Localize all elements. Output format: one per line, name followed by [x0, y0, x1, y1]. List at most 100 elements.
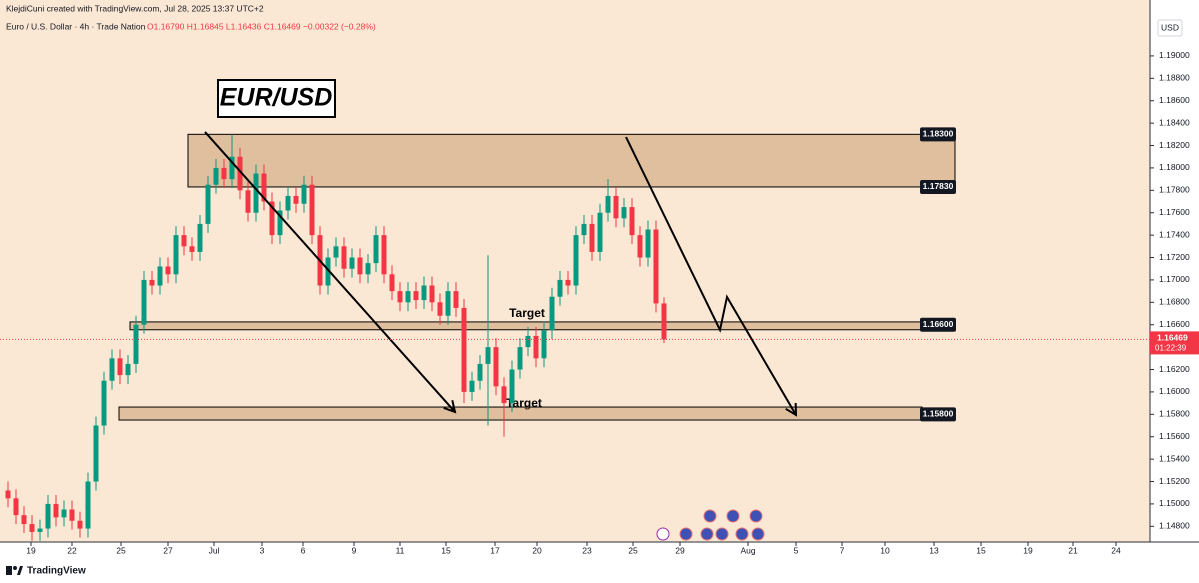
legend-ohlc: O1.16790 H1.16845 L1.16436 C1.16469 −0.0…: [147, 21, 376, 31]
candle-body: [365, 263, 371, 275]
candle-body: [213, 167, 219, 185]
candle-body: [453, 291, 459, 308]
candle-body: [645, 229, 651, 258]
y-tick-label: 1.18600: [1159, 95, 1190, 105]
zone-label: 1.16600: [923, 319, 954, 329]
candle-body: [181, 235, 187, 247]
candle-body: [509, 369, 515, 404]
x-tick-label: 17: [490, 545, 500, 555]
candle-body: [269, 201, 275, 236]
y-tick-label: 1.17000: [1159, 274, 1190, 284]
candle-body: [69, 509, 75, 521]
candle-body: [637, 235, 643, 258]
currency[interactable]: USD: [1161, 22, 1179, 32]
chart-title: EUR/USD: [220, 84, 333, 112]
y-tick-label: 1.18400: [1159, 117, 1190, 127]
candle-body: [301, 184, 307, 204]
y-tick-label: 1.16800: [1159, 297, 1190, 307]
candle-body: [53, 503, 59, 518]
trend-arrow: [625, 136, 797, 416]
candle-body: [341, 246, 347, 269]
x-tick-label: 6: [301, 545, 306, 555]
candle-body: [157, 266, 163, 286]
candle-body: [469, 380, 475, 392]
y-tick-label: 1.18200: [1159, 140, 1190, 150]
candle-body: [429, 285, 435, 303]
y-tick-label: 1.15600: [1159, 431, 1190, 441]
candle-body: [93, 425, 99, 482]
last-price-box: [1150, 331, 1199, 355]
y-tick-label: 1.15200: [1159, 476, 1190, 486]
y-tick-label: 1.19000: [1159, 50, 1190, 60]
candle-body: [565, 279, 571, 286]
candle-body: [29, 524, 35, 532]
candle-body: [357, 257, 363, 275]
y-tick-label: 1.16200: [1159, 364, 1190, 374]
y-tick-label: 1.17600: [1159, 207, 1190, 217]
annotation: Target: [509, 306, 545, 320]
candle-body: [661, 303, 667, 340]
candle-body: [277, 210, 283, 236]
candle-body: [405, 291, 411, 303]
event-icon[interactable]: [703, 509, 717, 523]
candle-body: [133, 324, 139, 364]
candle-body: [77, 520, 83, 529]
footer: TradingView: [27, 566, 86, 577]
x-tick-label: 7: [840, 545, 845, 555]
footer-logo: [6, 566, 23, 575]
x-tick-label: 25: [628, 545, 638, 555]
event-icon[interactable]: [726, 509, 740, 523]
event-icon[interactable]: [700, 527, 714, 541]
candle-body: [325, 257, 331, 286]
trend-arrow: [204, 131, 456, 413]
y-tick-label: 1.15000: [1159, 498, 1190, 508]
x-tick-label: 29: [675, 545, 685, 555]
logo-part: [17, 566, 23, 575]
x-tick-label: 23: [582, 545, 592, 555]
zone: [118, 406, 923, 421]
candle-body: [253, 173, 259, 213]
candle-body: [309, 184, 315, 236]
y-tick-label: 1.17400: [1159, 229, 1190, 239]
event-icon[interactable]: [715, 527, 729, 541]
candle-body: [61, 509, 67, 518]
title-box: [217, 79, 336, 118]
candle-body: [533, 335, 539, 359]
zone-label-box: [920, 317, 956, 332]
x-tick-label: 15: [976, 545, 986, 555]
zone-label: 1.18300: [923, 129, 954, 139]
countdown: 01:22:39: [1155, 344, 1187, 353]
candle-body: [525, 335, 531, 348]
candle-body: [173, 235, 179, 275]
candle-body: [573, 235, 579, 286]
currency-box[interactable]: [1157, 19, 1183, 37]
candle-body: [493, 347, 499, 387]
x-tick-label: 13: [929, 545, 939, 555]
x-tick-label: 10: [880, 545, 890, 555]
last-price-label: 1.16469: [1157, 333, 1188, 343]
candle-body: [21, 515, 27, 525]
price-axis-background: [1150, 0, 1199, 542]
candle-body: [597, 212, 603, 252]
y-tick-label: 1.15800: [1159, 409, 1190, 419]
candle-body: [45, 503, 51, 529]
event-icon[interactable]: [679, 527, 693, 541]
candle-body: [477, 363, 483, 381]
event-icons[interactable]: [656, 509, 765, 541]
event-icon[interactable]: [656, 527, 670, 541]
candle-body: [261, 173, 267, 202]
candle-body: [349, 257, 355, 269]
x-tick-label: 19: [26, 545, 36, 555]
candle-body: [621, 207, 627, 219]
event-icon[interactable]: [735, 527, 749, 541]
y-tick-label: 1.17200: [1159, 252, 1190, 262]
candle-body: [229, 156, 235, 180]
candle-body: [421, 285, 427, 301]
x-tick-label: 25: [116, 545, 126, 555]
zone: [129, 321, 923, 331]
event-icon[interactable]: [749, 509, 763, 523]
x-tick-label: 20: [532, 545, 542, 555]
event-icon[interactable]: [751, 527, 765, 541]
candle-body: [437, 302, 443, 316]
header: KlejdiCuni created with TradingView.com,…: [6, 3, 264, 13]
